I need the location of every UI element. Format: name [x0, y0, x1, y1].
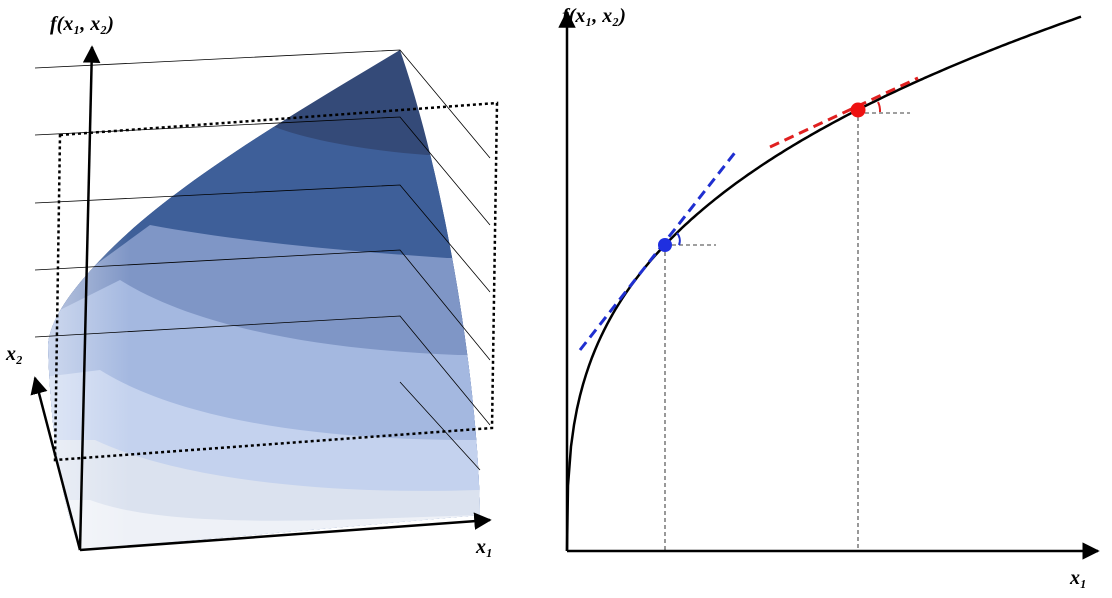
angle-high [877, 101, 882, 113]
production-curve [565, 15, 1082, 552]
x-axis-label: x₁ [1069, 567, 1087, 589]
x2-axis-label: x₂ [5, 343, 23, 365]
x1-axis-label: x₁ [475, 536, 493, 558]
guides [664, 110, 910, 551]
z-axis-label: f(x₁, x₂) [50, 13, 114, 35]
tangent-low [578, 149, 739, 351]
angle-low [676, 232, 681, 246]
left-axes [30, 45, 492, 552]
y-axis-label: f(x₁, x₂) [562, 5, 626, 27]
surface [48, 50, 480, 550]
cross-section [53, 101, 499, 462]
point-high [850, 102, 866, 118]
point-low [658, 238, 672, 252]
tangent-high [769, 76, 919, 149]
right-axes [558, 10, 1100, 560]
